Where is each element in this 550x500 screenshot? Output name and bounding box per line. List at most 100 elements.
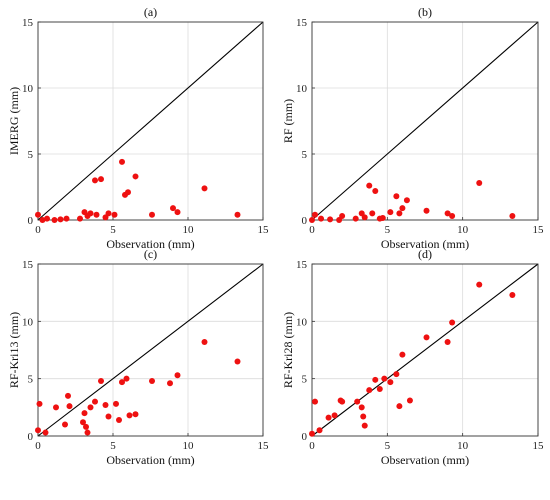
chart-2-point-23 xyxy=(167,380,173,387)
chart-3-point-9 xyxy=(360,413,367,420)
chart-0-point-16 xyxy=(119,158,125,165)
chart-0-y-tick-label-0: 0 xyxy=(28,215,34,227)
chart-1-point-1 xyxy=(312,211,319,218)
chart-1-x-tick-label-1: 5 xyxy=(385,224,391,236)
chart-3-x-tick-label-3: 15 xyxy=(533,440,545,452)
chart-1-y-tick-label-3: 15 xyxy=(296,17,308,29)
chart-2-x-tick-label-3: 15 xyxy=(258,440,270,452)
chart-2-point-12 xyxy=(92,398,98,405)
chart-1-point-15 xyxy=(393,193,400,200)
chart-3-point-21 xyxy=(444,338,451,345)
chart-2-panel: 0 5 10 15 0 5 10 15 (c) Observation (mm) RF-Kri13 … xyxy=(7,247,269,467)
chart-2-point-16 xyxy=(113,400,119,407)
chart-0-reference-line xyxy=(37,21,264,221)
chart-3-point-0 xyxy=(309,430,315,437)
chart-1-point-5 xyxy=(339,213,346,220)
chart-3-title: (d) xyxy=(418,247,432,261)
chart-3-y-tick-label-3: 15 xyxy=(296,259,308,271)
chart-3-reference-line xyxy=(311,263,539,437)
chart-1-x-tick-label-3: 15 xyxy=(533,224,545,236)
chart-1-reference-line xyxy=(311,21,539,221)
chart-1-y-axis-label: RF (mm) xyxy=(281,99,295,143)
chart-3-x-axis-label: Observation (mm) xyxy=(381,453,469,467)
chart-0-point-6 xyxy=(77,215,83,222)
chart-2-y-tick-label-3: 15 xyxy=(22,259,34,271)
chart-1-point-18 xyxy=(403,197,410,204)
chart-1-y-tick-label-0: 0 xyxy=(302,215,308,227)
chart-1-point-22 xyxy=(476,180,483,187)
chart-1-point-10 xyxy=(369,210,376,217)
chart-3-point-16 xyxy=(393,371,400,378)
chart-1-point-19 xyxy=(423,207,430,214)
chart-2-point-6 xyxy=(66,403,73,410)
chart-2-point-9 xyxy=(83,423,89,430)
chart-2-point-0 xyxy=(35,427,41,434)
chart-3-point-3 xyxy=(325,414,332,421)
chart-1-point-3 xyxy=(327,216,334,223)
chart-1-panel: 0 5 10 15 0 5 10 15 (b) Observation (mm) RF (mm) xyxy=(281,5,544,251)
chart-2-point-8 xyxy=(81,410,88,417)
chart-2-point-22 xyxy=(149,377,155,384)
chart-0-point-2 xyxy=(44,215,50,222)
chart-0-point-15 xyxy=(111,211,118,218)
chart-3-point-2 xyxy=(316,427,323,434)
chart-2-point-11 xyxy=(87,404,94,411)
chart-2-point-17 xyxy=(116,416,122,423)
chart-0-y-tick-label-2: 10 xyxy=(22,83,34,95)
chart-2-point-14 xyxy=(102,402,109,409)
chart-3-point-1 xyxy=(312,398,319,405)
chart-3-point-20 xyxy=(423,334,430,341)
chart-2-point-18 xyxy=(119,379,125,386)
chart-1-point-11 xyxy=(372,187,379,194)
chart-2-axes-frame xyxy=(37,263,264,437)
chart-0-x-tick-label-2: 10 xyxy=(183,224,195,236)
chart-2-reference-line xyxy=(37,263,264,437)
chart-1-y-tick-label-2: 10 xyxy=(296,83,308,95)
chart-3-point-10 xyxy=(361,422,368,429)
chart-2-y-tick-label-0: 0 xyxy=(28,431,34,443)
chart-1-point-8 xyxy=(361,214,368,221)
chart-3-x-tick-label-2: 10 xyxy=(457,440,469,452)
chart-1-axes-frame xyxy=(311,21,539,221)
chart-2-y-tick-label-2: 10 xyxy=(22,316,34,328)
chart-0-point-22 xyxy=(174,209,181,216)
chart-2-point-21 xyxy=(132,411,139,418)
chart-1-x-tick-label-0: 0 xyxy=(309,224,315,236)
chart-0-x-axis-label: Observation (mm) xyxy=(106,237,194,251)
chart-3-point-22 xyxy=(449,319,456,326)
chart-0-y-tick-label-3: 15 xyxy=(22,17,34,29)
chart-0-y-axis-label: IMERG (mm) xyxy=(7,87,21,155)
chart-3-point-11 xyxy=(366,387,373,394)
chart-3-point-8 xyxy=(358,404,365,411)
chart-2-point-15 xyxy=(105,413,112,420)
chart-0-point-21 xyxy=(170,205,176,212)
chart-1-point-20 xyxy=(444,210,451,217)
chart-3-point-17 xyxy=(396,403,403,410)
chart-3-point-4 xyxy=(331,412,338,419)
chart-1-title: (b) xyxy=(418,5,432,19)
chart-1-point-0 xyxy=(309,217,315,223)
chart-0-axes-frame xyxy=(37,21,264,221)
chart-1-point-21 xyxy=(449,213,456,220)
chart-2-y-axis-label: RF-Kri13 (mm) xyxy=(7,312,21,388)
chart-1-point-17 xyxy=(399,205,406,212)
chart-0-point-11 xyxy=(93,211,100,218)
chart-3-point-23 xyxy=(476,281,483,288)
chart-1-x-axis-label: Observation (mm) xyxy=(381,237,469,251)
chart-0-point-19 xyxy=(132,173,139,180)
chart-3-point-14 xyxy=(381,375,388,382)
chart-2-point-5 xyxy=(65,392,71,399)
chart-1-point-9 xyxy=(366,182,373,189)
chart-3-point-13 xyxy=(376,385,383,392)
chart-1-y-tick-label-1: 5 xyxy=(302,149,308,161)
chart-0-panel: 0 5 10 15 0 5 10 15 (a) Observation (mm) IMERG (mm… xyxy=(7,5,269,251)
chart-2-point-20 xyxy=(126,412,133,419)
chart-2-point-25 xyxy=(201,338,208,345)
chart-3-x-tick-label-0: 0 xyxy=(309,440,315,452)
chart-0-x-tick-label-0: 0 xyxy=(35,224,41,236)
chart-3-point-19 xyxy=(406,397,413,404)
chart-2-x-tick-label-2: 10 xyxy=(183,440,195,452)
chart-3-y-axis-label: RF-Kri28 (mm) xyxy=(281,312,295,388)
chart-0-x-tick-label-3: 15 xyxy=(258,224,270,236)
